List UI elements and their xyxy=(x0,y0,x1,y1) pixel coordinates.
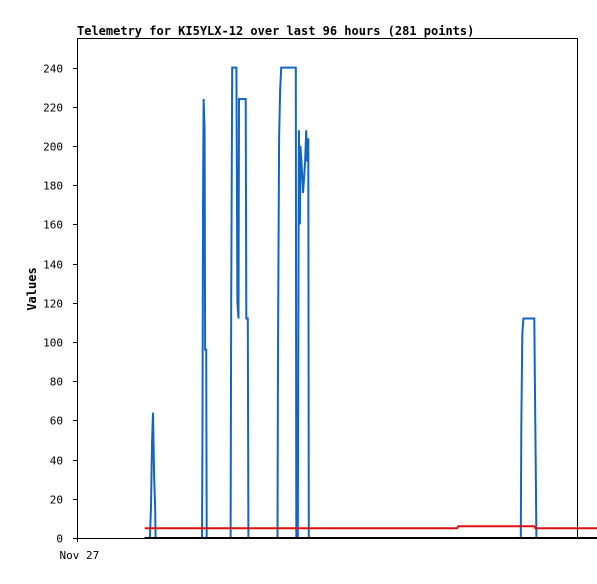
y-tick-label: 20 xyxy=(50,494,63,507)
y-tick-label: 0 xyxy=(56,533,63,546)
plot-frame xyxy=(77,38,578,539)
y-tick-label: 100 xyxy=(43,337,63,350)
y-tick-label: 160 xyxy=(43,219,63,232)
y-tick-label: 60 xyxy=(50,415,63,428)
chart-title: Telemetry for KI5YLX-12 over last 96 hou… xyxy=(77,24,474,38)
y-tick-label: 220 xyxy=(43,102,63,115)
y-axis-label: Values xyxy=(25,267,39,310)
y-tick-label: 180 xyxy=(43,180,63,193)
y-tick-label: 80 xyxy=(50,376,63,389)
y-axis: 0 20 40 60 80 100 120 140 160 180 200 220 240 xyxy=(43,63,77,546)
y-tick-label: 120 xyxy=(43,298,63,311)
y-tick-label: 240 xyxy=(43,63,63,76)
y-tick-label: 40 xyxy=(50,455,63,468)
y-tick-label: 140 xyxy=(43,259,63,272)
x-tick-label: Nov 27 xyxy=(60,549,100,562)
series-layer xyxy=(144,66,597,539)
series-line-2 xyxy=(144,525,597,530)
y-tick-label: 200 xyxy=(43,141,63,154)
x-axis: Nov 27 xyxy=(60,538,100,562)
